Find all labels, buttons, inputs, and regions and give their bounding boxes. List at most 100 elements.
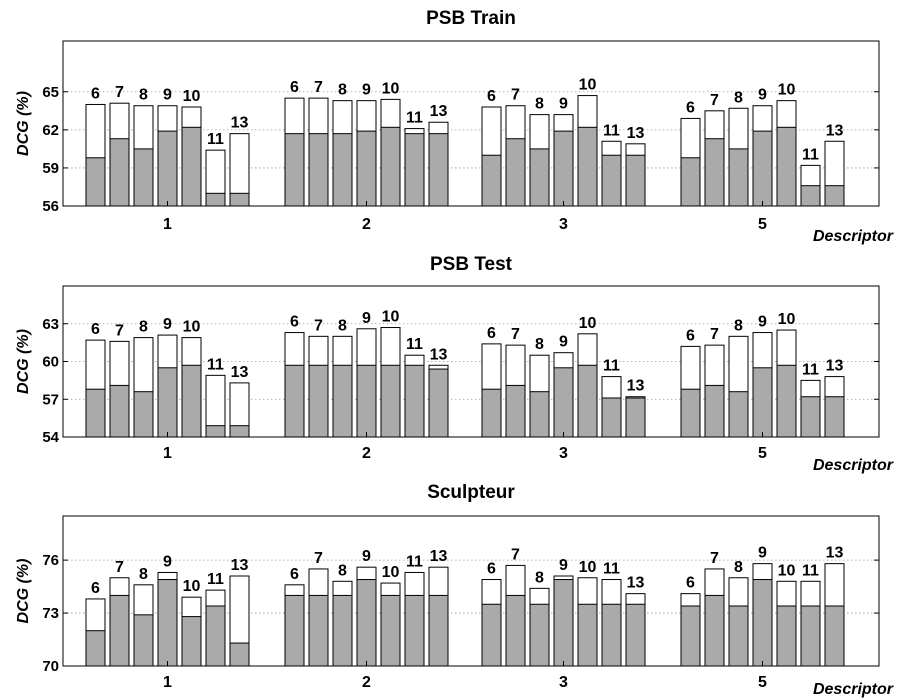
- baseline-bar: [800, 605, 821, 667]
- bar-data-label: 9: [362, 310, 371, 327]
- baseline-bar: [728, 148, 749, 207]
- bar-data-label: 7: [710, 326, 719, 343]
- bar-data-label: 9: [559, 334, 568, 351]
- y-tick-label: 70: [42, 658, 59, 675]
- bar-data-label: 13: [627, 125, 645, 142]
- bar-data-label: 13: [231, 557, 249, 574]
- baseline-bar: [133, 391, 154, 438]
- baseline-bar: [85, 388, 106, 438]
- baseline-bar: [109, 384, 130, 438]
- bar-data-label: 10: [183, 88, 201, 105]
- baseline-bar: [229, 642, 250, 667]
- baseline-bar: [728, 391, 749, 438]
- baseline-bar: [428, 133, 449, 207]
- baseline-bar: [601, 397, 622, 438]
- baseline-bar: [229, 425, 250, 438]
- bar-data-label: 11: [406, 553, 423, 570]
- y-tick-label: 56: [42, 198, 59, 215]
- baseline-bar: [680, 388, 701, 438]
- baseline-bar: [577, 603, 598, 667]
- baseline-bar: [625, 397, 646, 438]
- baseline-bar: [284, 594, 305, 667]
- y-tick-label: 73: [42, 605, 59, 622]
- baseline-bar: [85, 630, 106, 667]
- baseline-bar: [332, 594, 353, 667]
- y-axis-label: DCG (%): [15, 91, 32, 156]
- baseline-bar: [680, 157, 701, 207]
- bar-data-label: 6: [290, 314, 299, 331]
- baseline-bar: [752, 579, 773, 667]
- bar-data-label: 8: [734, 89, 743, 106]
- y-tick-label: 63: [42, 316, 59, 333]
- baseline-bar: [505, 594, 526, 667]
- bar-data-label: 9: [163, 87, 172, 104]
- y-tick-label: 60: [42, 354, 59, 371]
- baseline-bar: [529, 391, 550, 438]
- bar-data-label: 10: [778, 311, 796, 328]
- baseline-bar: [356, 130, 377, 207]
- baseline-bar: [776, 605, 797, 667]
- baseline-bar: [205, 192, 226, 207]
- bar-data-label: 10: [382, 80, 400, 97]
- bar-data-label: 7: [511, 326, 520, 343]
- bar-data-label: 13: [430, 346, 448, 363]
- baseline-bar: [680, 605, 701, 667]
- baseline-bar: [380, 126, 401, 207]
- bar-data-label: 10: [778, 562, 796, 579]
- y-tick-label: 59: [42, 160, 59, 177]
- bar-data-label: 7: [710, 92, 719, 109]
- baseline-bar: [428, 368, 449, 438]
- plot-frame: [62, 40, 880, 207]
- bar-data-label: 8: [139, 566, 148, 583]
- bar-data-label: 11: [406, 336, 423, 353]
- baseline-bar: [109, 138, 130, 207]
- baseline-bar: [704, 594, 725, 667]
- bar-data-label: 8: [338, 317, 347, 334]
- bar-data-label: 11: [207, 356, 224, 373]
- x-tick-label: 1: [163, 445, 172, 462]
- baseline-bar: [800, 185, 821, 207]
- bar-data-label: 7: [511, 546, 520, 563]
- bar-data-label: 13: [627, 575, 645, 592]
- baseline-bar: [553, 130, 574, 207]
- baseline-bar: [824, 396, 845, 438]
- bar-data-label: 6: [487, 325, 496, 342]
- bar-data-label: 10: [382, 564, 400, 581]
- baseline-bar: [824, 185, 845, 207]
- baseline-bar: [481, 388, 502, 438]
- bar-data-label: 11: [802, 146, 819, 163]
- y-axis-label: DCG (%): [15, 329, 32, 394]
- baseline-bar: [380, 594, 401, 667]
- bar-data-label: 8: [338, 562, 347, 579]
- bar-data-label: 10: [579, 77, 597, 94]
- baseline-bar: [404, 364, 425, 438]
- baseline-bar: [824, 605, 845, 667]
- bar-data-label: 11: [603, 122, 620, 139]
- baseline-bar: [380, 364, 401, 438]
- baseline-bar: [481, 154, 502, 207]
- baseline-bar: [481, 603, 502, 667]
- x-tick-label: 5: [758, 216, 767, 233]
- bar-data-label: 11: [207, 131, 224, 148]
- baseline-bar: [752, 367, 773, 438]
- baseline-bar: [205, 425, 226, 438]
- bar-data-label: 8: [139, 319, 148, 336]
- chart-title: PSB Train: [426, 8, 516, 29]
- bar-data-label: 9: [758, 314, 767, 331]
- baseline-bar: [553, 367, 574, 438]
- baseline-bar: [332, 364, 353, 438]
- bar-data-label: 7: [511, 87, 520, 104]
- bar-data-label: 6: [487, 88, 496, 105]
- bar-data-label: 7: [314, 317, 323, 334]
- x-axis-label: Descriptor: [813, 681, 894, 698]
- baseline-bar: [625, 154, 646, 207]
- x-tick-label: 3: [559, 445, 568, 462]
- baseline-bar: [404, 594, 425, 667]
- bar-data-label: 8: [734, 317, 743, 334]
- bar-data-label: 6: [91, 321, 100, 338]
- x-tick-label: 3: [559, 216, 568, 233]
- bar-data-label: 8: [139, 87, 148, 104]
- bar-data-label: 8: [535, 569, 544, 586]
- x-tick-label: 3: [559, 674, 568, 691]
- baseline-bar: [308, 594, 329, 667]
